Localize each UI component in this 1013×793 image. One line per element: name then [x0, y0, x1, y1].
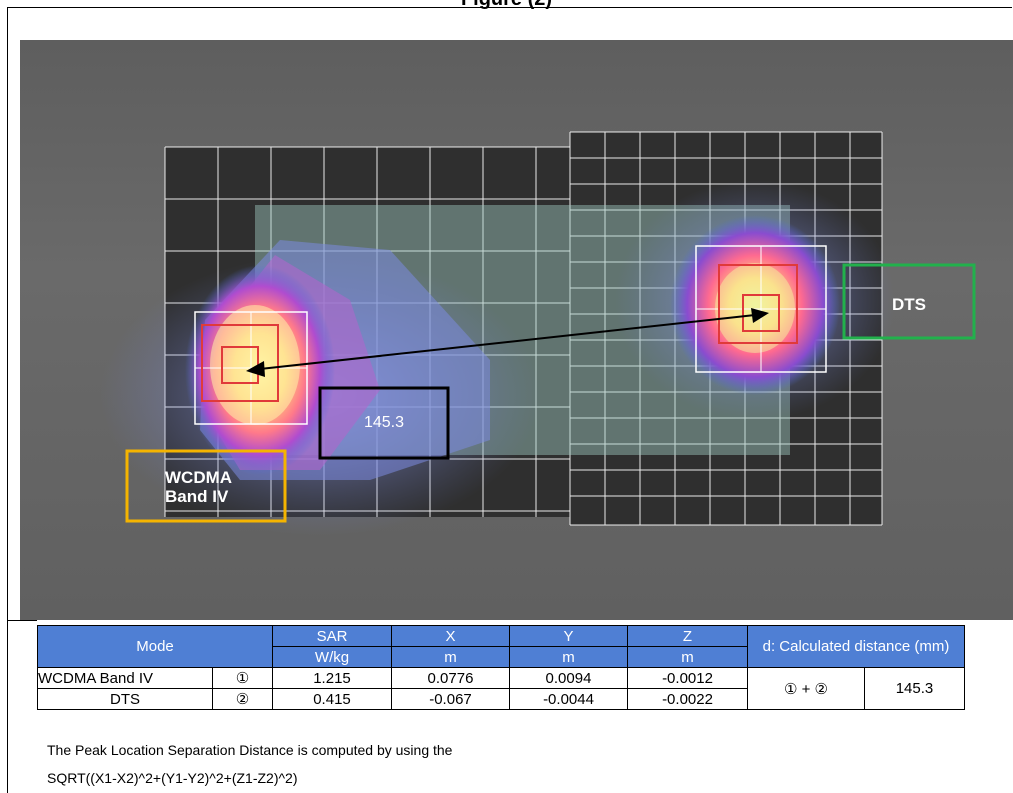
- dts-hotspot: [615, 180, 895, 420]
- row-y: 0.0094: [509, 667, 628, 689]
- figure-frame: [7, 7, 1012, 792]
- distance-label: 145.3: [363, 414, 405, 431]
- sar-table: Mode SAR X Y Z d: Calculated distance (m…: [37, 625, 965, 710]
- header-x-unit: m: [391, 646, 510, 668]
- header-y-unit: m: [509, 646, 628, 668]
- wcdma-label-line1: WCDMA: [165, 468, 233, 487]
- wcdma-label-box: [125, 449, 287, 523]
- distance-value: 145.3: [864, 667, 965, 710]
- wcdma-label-line2: Band IV: [165, 487, 229, 506]
- distance-box: [318, 386, 450, 460]
- sar-plot: 145.3 WCDMA Band IV DTS: [20, 40, 1013, 620]
- dts-label-box: [842, 263, 976, 340]
- row-x: -0.067: [391, 688, 510, 710]
- row-marker: ①: [212, 667, 273, 689]
- formula-cell: ① + ②: [747, 667, 865, 710]
- dts-peak-inner: [742, 294, 780, 332]
- dts-label: DTS: [892, 295, 926, 314]
- note-line2: SQRT((X1-X2)^2+(Y1-Y2)^2+(Z1-Z2)^2): [47, 770, 298, 786]
- table-row: WCDMA Band IV ① 1.215 0.0776 0.0094 -0.0…: [37, 667, 965, 710]
- figure-title: Figure (2): [0, 0, 1013, 11]
- wcdma-peak-outer: [201, 324, 279, 402]
- row-z: -0.0012: [627, 667, 748, 689]
- header-sar-unit: W/kg: [272, 646, 392, 668]
- header-distance: d: Calculated distance (mm): [747, 625, 965, 668]
- dts-peak-outer: [718, 264, 798, 344]
- header-mode: Mode: [37, 625, 273, 668]
- row-sar: 1.215: [272, 667, 392, 689]
- row-mode: WCDMA Band IV: [37, 667, 213, 689]
- distance-arrow: [246, 308, 769, 377]
- header-z: Z: [627, 625, 748, 647]
- row-sar: 0.415: [272, 688, 392, 710]
- header-sar: SAR: [272, 625, 392, 647]
- header-x: X: [391, 625, 510, 647]
- frame-left-rule: [7, 620, 8, 793]
- table-header-row: Mode SAR X Y Z d: Calculated distance (m…: [37, 625, 965, 668]
- row-x: 0.0776: [391, 667, 510, 689]
- header-z-unit: m: [627, 646, 748, 668]
- header-y: Y: [509, 625, 628, 647]
- row-marker: ②: [212, 688, 273, 710]
- table-unit-row: W/kg m m m: [38, 646, 965, 668]
- frame-divider: [7, 620, 37, 621]
- note-line1: The Peak Location Separation Distance is…: [47, 742, 453, 758]
- sar-heatmap: [100, 131, 976, 535]
- row-z: -0.0022: [627, 688, 748, 710]
- row-mode: DTS: [37, 688, 213, 710]
- row-y: -0.0044: [509, 688, 628, 710]
- table-row: DTS ② 0.415 -0.067 -0.0044 -0.0022: [37, 688, 965, 710]
